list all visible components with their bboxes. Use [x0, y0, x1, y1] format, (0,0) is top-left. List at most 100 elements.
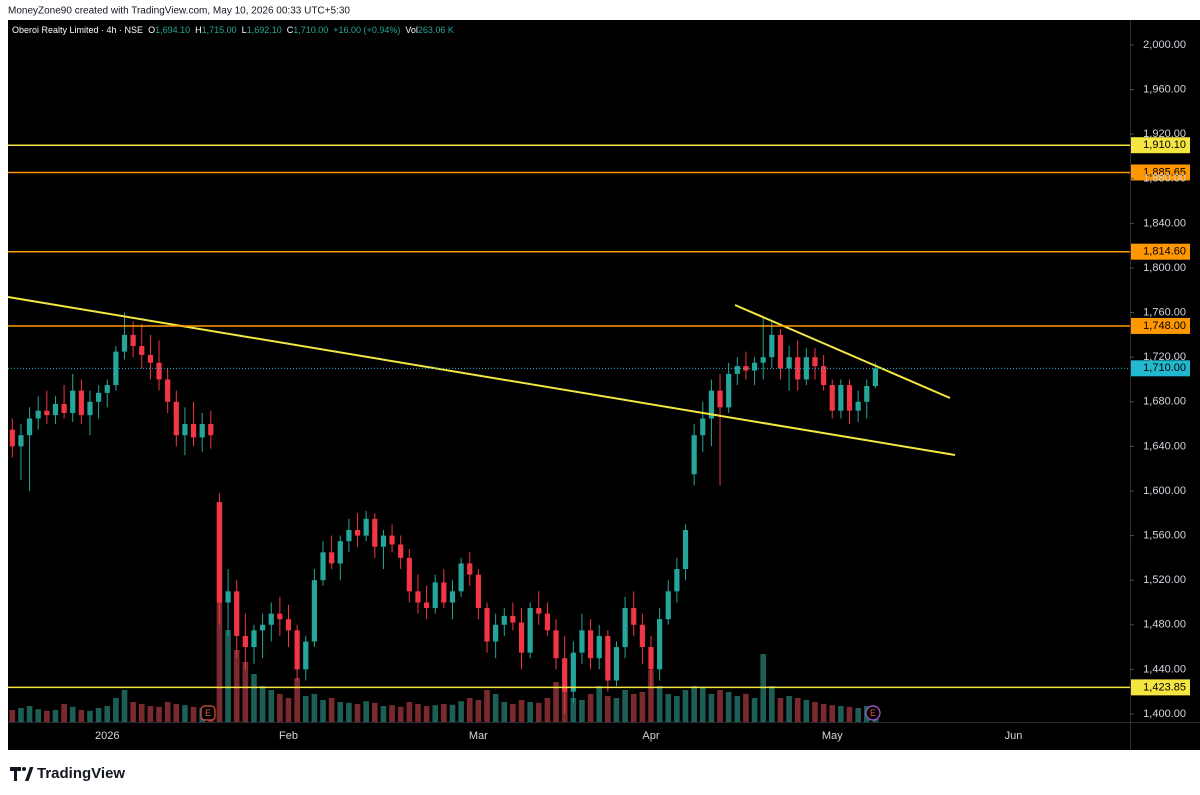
volume-bar [432, 705, 439, 722]
candle-body [303, 641, 309, 670]
candle-body [294, 630, 300, 670]
candle-body [536, 608, 542, 614]
x-tick-label: 2026 [95, 730, 119, 742]
candle-body [665, 591, 671, 620]
volume-bar [52, 710, 59, 722]
level-price-box [1131, 243, 1190, 260]
volume-bar [639, 692, 646, 722]
volume-bar [691, 686, 697, 722]
volume-bar [69, 706, 76, 722]
candle-body [812, 357, 818, 367]
footer-logo: TradingView [10, 765, 125, 782]
candle-body [639, 624, 645, 648]
candle-body [234, 591, 240, 636]
candle-body [717, 390, 723, 408]
volume-bar [458, 701, 464, 722]
candle-body [225, 591, 231, 603]
level-price-label: 1,885.65 [1143, 166, 1186, 178]
volume-bar [251, 674, 257, 722]
y-tick-label: 1,840.00 [1143, 217, 1186, 229]
volume-bar [173, 704, 180, 722]
x-tick-label: Mar [469, 730, 488, 742]
candle-body [475, 574, 481, 609]
volume-bar [104, 706, 111, 722]
volume-bar [725, 692, 732, 722]
candle-body [432, 582, 438, 609]
volume-bar [777, 698, 784, 722]
volume-bar [786, 696, 792, 722]
candle-body [769, 334, 775, 358]
level-price-label: 1,423.85 [1143, 681, 1186, 693]
volume-bar [605, 696, 611, 722]
volume-bar [225, 630, 231, 722]
last-price-label: 1,710.00 [1143, 362, 1186, 374]
volume-bar [682, 690, 689, 722]
candle-body [104, 385, 110, 393]
volume-bar [328, 698, 335, 722]
volume-bar [44, 710, 50, 722]
candle-body [35, 410, 41, 419]
candle-body [199, 424, 205, 438]
candle-body [458, 563, 464, 592]
volume-bar [164, 702, 171, 722]
candle-body [838, 385, 844, 411]
legend-key: H [195, 25, 202, 35]
candle-body [18, 435, 24, 447]
candle-body [829, 385, 835, 411]
candle-body [570, 652, 576, 692]
volume-bar [492, 694, 499, 722]
candle-body [165, 379, 171, 402]
candle-body [61, 404, 67, 413]
candle-body [130, 334, 136, 347]
volume-bar [311, 694, 318, 722]
candle-body [285, 619, 292, 631]
candle-body [501, 615, 507, 625]
candle-body [855, 401, 861, 411]
candle-body [346, 529, 352, 542]
legend-volume-key: Vol [405, 25, 418, 35]
candle-body [605, 635, 611, 681]
volume-bar [18, 708, 24, 722]
volume-bar [812, 702, 818, 722]
volume-bar [380, 706, 387, 722]
candle-body [268, 613, 274, 625]
legend-volume: 263.06 K [418, 25, 454, 35]
volume-bar [665, 694, 672, 722]
candle-body [760, 357, 766, 363]
y-tick-label: 1,680.00 [1143, 396, 1186, 408]
candle-body [406, 557, 412, 592]
y-tick-label: 1,600.00 [1143, 485, 1186, 497]
y-tick-label: 1,920.00 [1143, 128, 1186, 140]
event-marker: E [200, 705, 216, 721]
volume-bar [121, 690, 128, 722]
level-price-label: 1,910.10 [1143, 139, 1186, 151]
level-price-box [1131, 679, 1190, 696]
candle-body [311, 580, 317, 642]
logo-mark [10, 767, 21, 781]
candle-body [579, 630, 585, 653]
volume-bar [570, 698, 577, 722]
volume-bar [113, 698, 119, 722]
volume-bar [35, 709, 42, 722]
candle-body [70, 390, 76, 413]
candle-body [872, 368, 878, 387]
candle-body [96, 392, 102, 402]
candle-body [380, 535, 387, 547]
candle-body [147, 354, 154, 363]
candle-body [527, 608, 533, 653]
legend-key: C [287, 25, 294, 35]
candle-body [544, 613, 551, 631]
candle-body [372, 518, 378, 547]
volume-bar [302, 696, 309, 722]
volume-bar [449, 704, 456, 722]
volume-bar [596, 686, 603, 722]
volume-bar [579, 700, 585, 722]
candle-body [587, 630, 594, 659]
candle-body [320, 552, 326, 581]
x-tick-label: May [822, 730, 843, 742]
volume-bar [622, 690, 628, 722]
y-tick-label: 1,560.00 [1143, 529, 1186, 541]
volume-bar [803, 700, 810, 722]
volume-bar [527, 702, 533, 722]
